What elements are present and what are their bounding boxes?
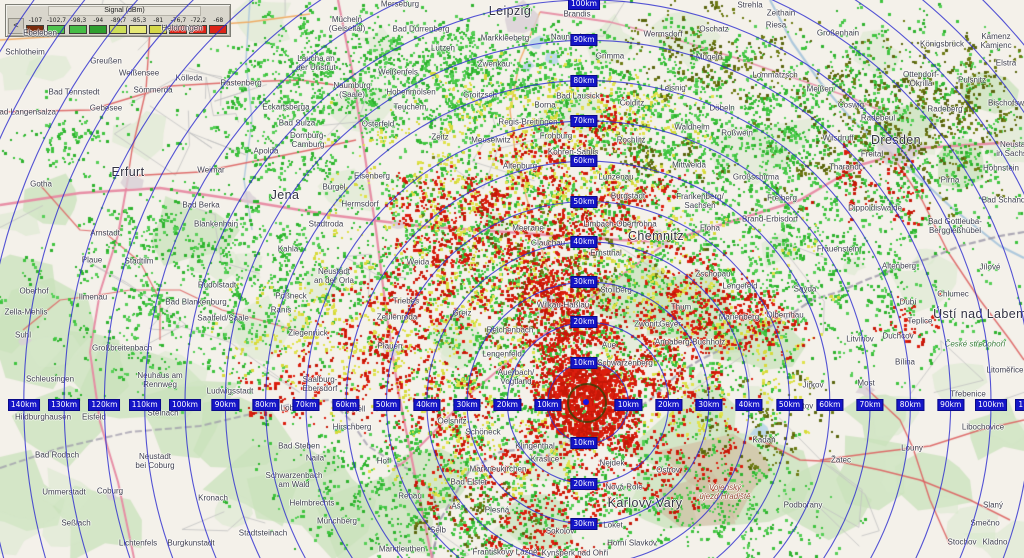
legend-value: -98,3 [70, 16, 86, 24]
legend-entry: -76,7 [168, 16, 187, 34]
legend-entry: -72,2 [188, 16, 207, 34]
legend-color-swatch [68, 25, 87, 34]
legend-collapse-button[interactable]: < [8, 17, 24, 34]
legend-color-swatch [128, 25, 147, 34]
legend-entry: -85,3 [128, 16, 147, 34]
legend-color-swatch [148, 25, 167, 34]
legend-color-swatch [88, 25, 107, 34]
legend-color-swatch [26, 25, 44, 34]
legend-entry: -68 [208, 16, 227, 34]
legend-value: -68 [213, 16, 223, 24]
legend-entry: -102,7 [46, 17, 67, 34]
legend-value: -94 [93, 16, 103, 24]
legend-value: -85,3 [130, 16, 146, 24]
legend-entry: -94 [88, 16, 107, 34]
legend-scale: < -107 -102,7 -98,3 -94 -89,7 -85,3 -81 -76,7 -7… [8, 17, 227, 34]
legend-value: -76,7 [170, 16, 186, 24]
legend-entry: -89,7 [108, 16, 127, 34]
legend-color-swatch [47, 25, 66, 34]
legend-title: Signal (dBm) [48, 6, 201, 16]
legend-color-swatch [108, 25, 127, 34]
signal-legend: Signal (dBm) < -107 -102,7 -98,3 -94 -89,7 -8… [5, 4, 231, 37]
legend-color-swatch [188, 25, 207, 34]
legend-value: -89,7 [110, 16, 126, 24]
legend-value: -72,2 [190, 16, 206, 24]
legend-value: -102,7 [46, 16, 67, 24]
legend-value: -107 [28, 16, 42, 24]
legend-color-swatch [208, 25, 227, 34]
legend-entry: -81 [148, 16, 167, 34]
legend-color-swatch [168, 25, 187, 34]
legend-value: -81 [153, 16, 163, 24]
legend-entry: -107 [26, 17, 44, 34]
legend-entry: -98,3 [68, 16, 87, 34]
